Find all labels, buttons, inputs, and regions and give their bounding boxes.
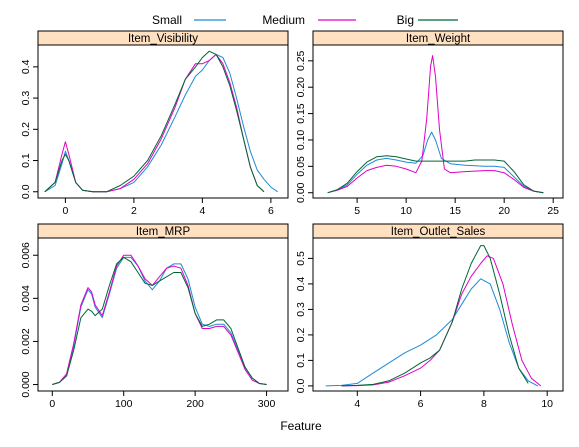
panel-item-mrp: Item_MRP 0 100 200 300 0.000 0.002 0.004 0.006 — [20, 223, 289, 410]
y-tick-label: 0.4 — [295, 276, 307, 291]
series-line-big — [327, 155, 544, 194]
y-tick-label: 0.25 — [295, 50, 307, 71]
panel-title: Item_MRP — [136, 226, 191, 238]
series-line-medium — [44, 53, 265, 193]
legend-label-big: Big — [397, 13, 414, 27]
x-tick-label: 8 — [481, 398, 487, 410]
y-tick-label: 0.004 — [20, 285, 32, 311]
legend-label-small: Small — [152, 13, 182, 27]
series-line-small — [52, 256, 267, 385]
y-tick-label: 0.5 — [295, 251, 307, 266]
series-line-big — [44, 50, 265, 193]
x-tick-label: 5 — [354, 205, 360, 217]
series-line-medium — [341, 255, 542, 387]
y-tick-label: 0.002 — [20, 328, 32, 354]
y-tick-label: 0.3 — [295, 302, 307, 317]
panel-frame — [37, 237, 289, 392]
x-tick-label: 200 — [186, 398, 204, 410]
y-tick-label: 0.10 — [295, 130, 307, 151]
y-tick-label: 0.2 — [20, 122, 32, 137]
series-line-medium — [52, 254, 267, 385]
x-tick-label: 6 — [268, 205, 274, 217]
y-tick-label: 0.1 — [295, 353, 307, 368]
series-line-small — [327, 131, 544, 194]
x-tick-label: 0 — [62, 205, 68, 217]
panel-title: Item_Outlet_Sales — [391, 226, 486, 238]
x-tick-label: 4 — [199, 205, 205, 217]
y-tick-label: 0.0 — [295, 378, 307, 393]
x-tick-label: 10 — [400, 205, 412, 217]
series-line-big — [341, 245, 529, 387]
x-tick-label: 10 — [541, 398, 553, 410]
y-tick-label: 0.2 — [295, 327, 307, 342]
y-tick-label: 0.00 — [295, 182, 307, 203]
x-axis-label: Feature — [280, 419, 322, 433]
y-tick-label: 0.3 — [20, 91, 32, 106]
panel-frame — [312, 237, 564, 392]
y-tick-label: 0.4 — [20, 59, 32, 74]
y-tick-label: 0.15 — [295, 103, 307, 124]
x-tick-label: 6 — [418, 398, 424, 410]
series-line-big — [52, 256, 267, 385]
y-tick-label: 0.1 — [20, 153, 32, 168]
x-tick-label: 300 — [258, 398, 276, 410]
legend: Small Medium Big — [152, 13, 458, 27]
series-line-small — [325, 278, 538, 387]
x-tick-label: 25 — [547, 205, 559, 217]
x-tick-label: 100 — [115, 398, 133, 410]
panel-title: Item_Visibility — [128, 33, 198, 45]
x-tick-label: 20 — [498, 205, 510, 217]
x-tick-label: 2 — [131, 205, 137, 217]
y-tick-label: 0.0 — [20, 184, 32, 199]
panel-title: Item_Weight — [406, 33, 471, 45]
y-tick-label: 0.05 — [295, 156, 307, 177]
y-tick-label: 0.000 — [20, 371, 32, 397]
y-tick-label: 0.006 — [20, 242, 32, 268]
panel-item-outlet-sales: Item_Outlet_Sales 4 6 8 10 0.0 0.1 0.2 0.3 0.4 0.5 — [295, 223, 564, 410]
x-tick-label: 15 — [449, 205, 461, 217]
panel-item-visibility: Item_Visibility 0 2 4 6 0.0 0.1 0.2 0.3 0.4 — [20, 30, 289, 217]
panel-frame — [37, 44, 289, 199]
panel-item-weight: Item_Weight 5 10 15 20 25 0.00 0.05 0.10 0.15 0.20… — [295, 30, 564, 217]
panels: Item_Visibility 0 2 4 6 0.0 0.1 0.2 0.3 0.4 Item_W… — [20, 30, 564, 410]
series-line-small — [44, 53, 278, 193]
y-tick-label: 0.20 — [295, 77, 307, 98]
series-line-medium — [327, 55, 544, 194]
legend-label-medium: Medium — [262, 13, 305, 27]
panel-frame — [312, 44, 564, 199]
x-tick-label: 0 — [49, 398, 55, 410]
x-tick-label: 4 — [354, 398, 360, 410]
